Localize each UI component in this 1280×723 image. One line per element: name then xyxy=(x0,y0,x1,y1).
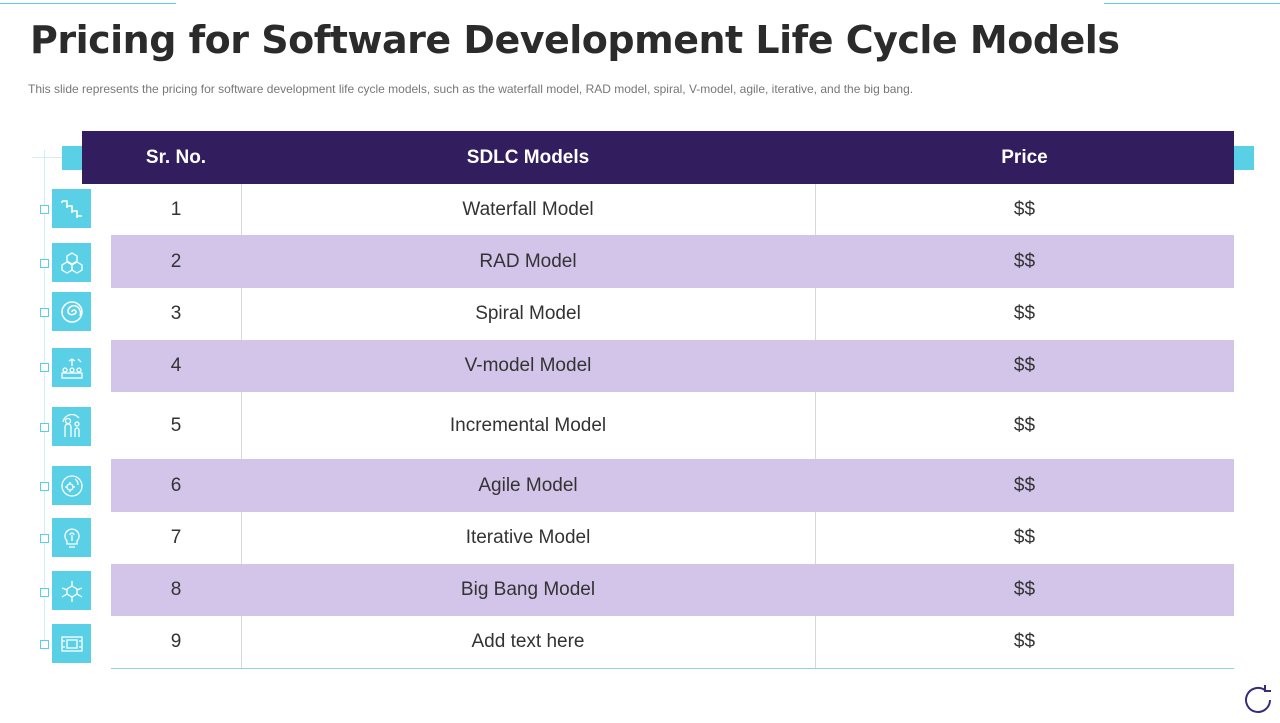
table-row: 7 Iterative Model $$ xyxy=(0,512,1280,564)
row-bullet xyxy=(40,640,49,649)
column-divider xyxy=(241,392,242,459)
column-divider xyxy=(241,512,242,564)
row-background xyxy=(111,564,1234,616)
table-row: 3 Spiral Model $$ xyxy=(0,288,1280,340)
header-sdlc-models: SDLC Models xyxy=(466,147,590,168)
cube-network-icon xyxy=(52,571,91,610)
cell-price: $$ xyxy=(1013,631,1036,652)
cell-sr-no: 6 xyxy=(170,474,182,496)
cell-sr-no: 1 xyxy=(170,198,182,220)
column-divider xyxy=(815,512,816,564)
cell-price: $$ xyxy=(1013,527,1036,548)
row-bullet xyxy=(40,534,49,543)
cell-model: Waterfall Model xyxy=(462,198,594,220)
page-subtitle: This slide represents the pricing for so… xyxy=(28,82,914,96)
cell-model: RAD Model xyxy=(479,250,577,272)
cell-model: Agile Model xyxy=(478,474,578,496)
header-accent-left xyxy=(62,146,82,170)
cubes-icon xyxy=(52,243,91,282)
row-background xyxy=(111,235,1234,288)
table-row: 2 RAD Model $$ xyxy=(0,235,1280,288)
column-divider xyxy=(815,184,816,235)
column-divider xyxy=(241,616,242,668)
cell-model: Add text here xyxy=(471,631,585,652)
row-background xyxy=(111,184,1234,235)
cell-sr-no: 2 xyxy=(170,250,182,272)
table-header: Sr. No. SDLC Models Price xyxy=(82,131,1234,184)
people-growth-icon xyxy=(52,407,91,446)
cell-price: $$ xyxy=(1013,414,1036,436)
column-divider xyxy=(815,616,816,668)
cell-sr-no: 8 xyxy=(170,579,182,600)
page-title: Pricing for Software Development Life Cy… xyxy=(30,18,1120,62)
table-row: 6 Agile Model $$ xyxy=(0,459,1280,512)
cell-sr-no: 9 xyxy=(170,631,182,652)
row-background xyxy=(111,616,1234,668)
cell-price: $$ xyxy=(1013,355,1036,376)
cell-sr-no: 3 xyxy=(170,303,182,324)
team-target-icon xyxy=(52,348,91,387)
top-decor-line-left xyxy=(0,3,176,4)
table-row: 8 Big Bang Model $$ xyxy=(0,564,1280,616)
cell-sr-no: 5 xyxy=(170,414,182,436)
header-sr-no: Sr. No. xyxy=(145,147,207,168)
table-row: 1 Waterfall Model $$ xyxy=(0,184,1280,235)
spiral-icon xyxy=(52,292,91,331)
row-background xyxy=(111,340,1234,392)
cell-model: Iterative Model xyxy=(465,527,591,548)
row-bullet xyxy=(40,259,49,268)
refresh-icon xyxy=(1240,682,1276,723)
cell-price: $$ xyxy=(1013,579,1036,600)
row-bullet xyxy=(40,363,49,372)
cell-sr-no: 4 xyxy=(170,355,182,376)
monitor-icon xyxy=(52,624,91,663)
top-decor-line-right xyxy=(1104,3,1280,4)
row-bullet xyxy=(40,482,49,491)
row-bullet xyxy=(40,588,49,597)
table-row: 5 Incremental Model $$ xyxy=(0,392,1280,459)
cell-price: $$ xyxy=(1013,474,1036,496)
cell-price: $$ xyxy=(1013,198,1036,220)
cell-price: $$ xyxy=(1013,303,1036,324)
row-background xyxy=(111,512,1234,564)
table-row: 4 V-model Model $$ xyxy=(0,340,1280,392)
cell-price: $$ xyxy=(1013,250,1036,272)
lightbulb-brain-icon xyxy=(52,518,91,557)
cell-sr-no: 7 xyxy=(170,527,182,548)
column-divider xyxy=(241,288,242,340)
row-bullet xyxy=(40,423,49,432)
row-bullet xyxy=(40,205,49,214)
column-divider xyxy=(241,184,242,235)
cell-model: Spiral Model xyxy=(475,303,581,324)
timeline-connector xyxy=(32,157,62,158)
row-background xyxy=(111,288,1234,340)
row-bullet xyxy=(40,308,49,317)
column-divider xyxy=(815,288,816,340)
table-row: 9 Add text here $$ xyxy=(0,616,1280,668)
cell-model: V-model Model xyxy=(464,355,592,376)
header-accent-right xyxy=(1234,146,1254,170)
row-background xyxy=(111,459,1234,512)
cell-model: Big Bang Model xyxy=(460,579,596,600)
row-background xyxy=(111,392,1234,459)
table-bottom-line xyxy=(111,668,1234,669)
stairs-icon xyxy=(52,189,91,228)
cell-model: Incremental Model xyxy=(449,414,607,436)
timeline-line xyxy=(44,150,45,650)
header-price: Price xyxy=(1001,147,1048,168)
column-divider xyxy=(815,392,816,459)
gear-cycle-icon xyxy=(52,466,91,505)
